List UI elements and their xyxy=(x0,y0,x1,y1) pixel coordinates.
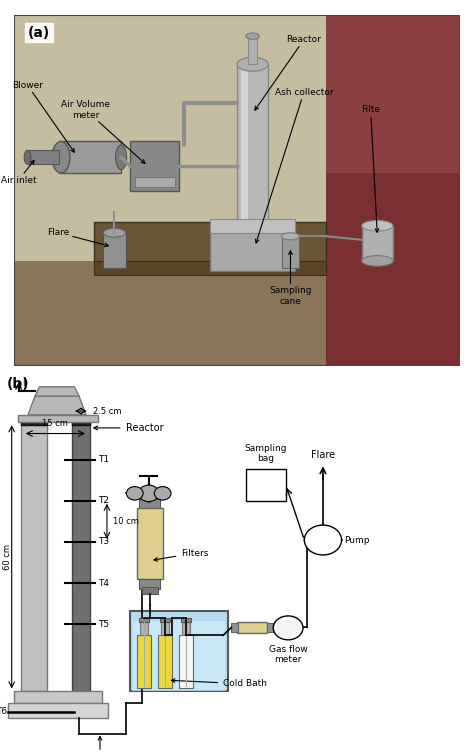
Bar xyxy=(139,579,160,589)
Text: Sampling
cane: Sampling cane xyxy=(269,251,312,306)
Text: T6: T6 xyxy=(0,707,7,716)
Ellipse shape xyxy=(24,150,31,165)
Text: 60 cm: 60 cm xyxy=(2,544,11,570)
Bar xyxy=(130,611,228,692)
Ellipse shape xyxy=(52,141,70,173)
Bar xyxy=(142,587,158,594)
Polygon shape xyxy=(18,414,98,422)
Bar xyxy=(267,624,273,632)
Text: Flare: Flare xyxy=(47,228,109,247)
Text: I: I xyxy=(22,379,25,388)
Ellipse shape xyxy=(246,33,259,39)
Bar xyxy=(159,653,171,687)
Ellipse shape xyxy=(362,220,393,231)
Bar xyxy=(210,222,295,271)
Text: 10 cm: 10 cm xyxy=(112,517,138,525)
Bar xyxy=(241,64,248,226)
Bar xyxy=(182,622,190,636)
Bar xyxy=(21,421,46,425)
Bar xyxy=(14,15,460,261)
Circle shape xyxy=(138,485,159,501)
Bar xyxy=(362,226,393,261)
Text: 2.5 cm: 2.5 cm xyxy=(93,407,122,415)
Polygon shape xyxy=(28,396,86,414)
Bar xyxy=(21,422,46,692)
Text: Ash collector: Ash collector xyxy=(255,88,333,243)
Bar xyxy=(179,636,193,688)
Bar xyxy=(158,636,172,688)
Bar xyxy=(132,621,226,689)
Text: Gas flow
meter: Gas flow meter xyxy=(269,645,308,664)
Bar xyxy=(248,36,257,64)
Bar xyxy=(139,618,149,622)
Bar xyxy=(282,236,300,268)
Text: T5: T5 xyxy=(98,620,109,629)
Ellipse shape xyxy=(282,233,300,240)
Text: Cold Bath: Cold Bath xyxy=(171,679,267,689)
Bar xyxy=(237,621,267,633)
Bar xyxy=(181,618,191,622)
Bar xyxy=(138,653,150,687)
Bar xyxy=(142,493,158,499)
Text: Sampling
bag: Sampling bag xyxy=(245,444,287,464)
Circle shape xyxy=(273,616,303,639)
Bar xyxy=(210,219,295,233)
Bar xyxy=(231,624,238,632)
Bar xyxy=(14,261,460,366)
Ellipse shape xyxy=(103,228,126,237)
Bar xyxy=(103,233,126,268)
Text: T4: T4 xyxy=(98,578,109,587)
Text: Pump: Pump xyxy=(344,535,369,544)
Text: T1: T1 xyxy=(98,455,109,464)
Text: Filters: Filters xyxy=(154,549,209,561)
Ellipse shape xyxy=(116,145,127,170)
Bar xyxy=(160,618,170,622)
Bar xyxy=(326,15,460,173)
Bar xyxy=(94,222,326,268)
Polygon shape xyxy=(35,387,79,396)
Ellipse shape xyxy=(362,256,393,266)
Bar xyxy=(246,469,286,501)
Bar xyxy=(94,261,326,275)
Circle shape xyxy=(304,525,341,555)
Bar xyxy=(139,499,160,508)
Text: Flare: Flare xyxy=(311,450,335,460)
Text: Air Volume
meter: Air Volume meter xyxy=(61,100,145,163)
Text: Sampling
cane: Sampling cane xyxy=(79,737,121,755)
Bar xyxy=(72,422,90,692)
Bar xyxy=(161,622,169,636)
Bar xyxy=(27,150,59,165)
Bar xyxy=(130,141,179,191)
Bar xyxy=(137,636,151,688)
Bar xyxy=(326,15,460,366)
Text: Air inlet: Air inlet xyxy=(1,161,36,185)
Ellipse shape xyxy=(237,57,268,71)
Text: T2: T2 xyxy=(98,496,109,505)
Circle shape xyxy=(155,486,171,500)
Text: Reactor: Reactor xyxy=(94,423,163,433)
Bar xyxy=(140,622,148,636)
Bar xyxy=(59,141,121,173)
Text: (a): (a) xyxy=(27,26,50,39)
Bar xyxy=(135,177,174,187)
Text: Reactor: Reactor xyxy=(255,35,321,110)
Text: Blower: Blower xyxy=(12,81,74,153)
Circle shape xyxy=(127,486,143,500)
Text: (b): (b) xyxy=(7,378,30,391)
Polygon shape xyxy=(9,703,108,717)
Bar xyxy=(237,64,268,226)
Text: Filte: Filte xyxy=(361,106,380,233)
Polygon shape xyxy=(14,692,102,703)
Bar xyxy=(72,421,90,425)
Text: 15 cm: 15 cm xyxy=(43,419,68,428)
Text: T3: T3 xyxy=(98,538,109,547)
Bar xyxy=(137,508,163,579)
